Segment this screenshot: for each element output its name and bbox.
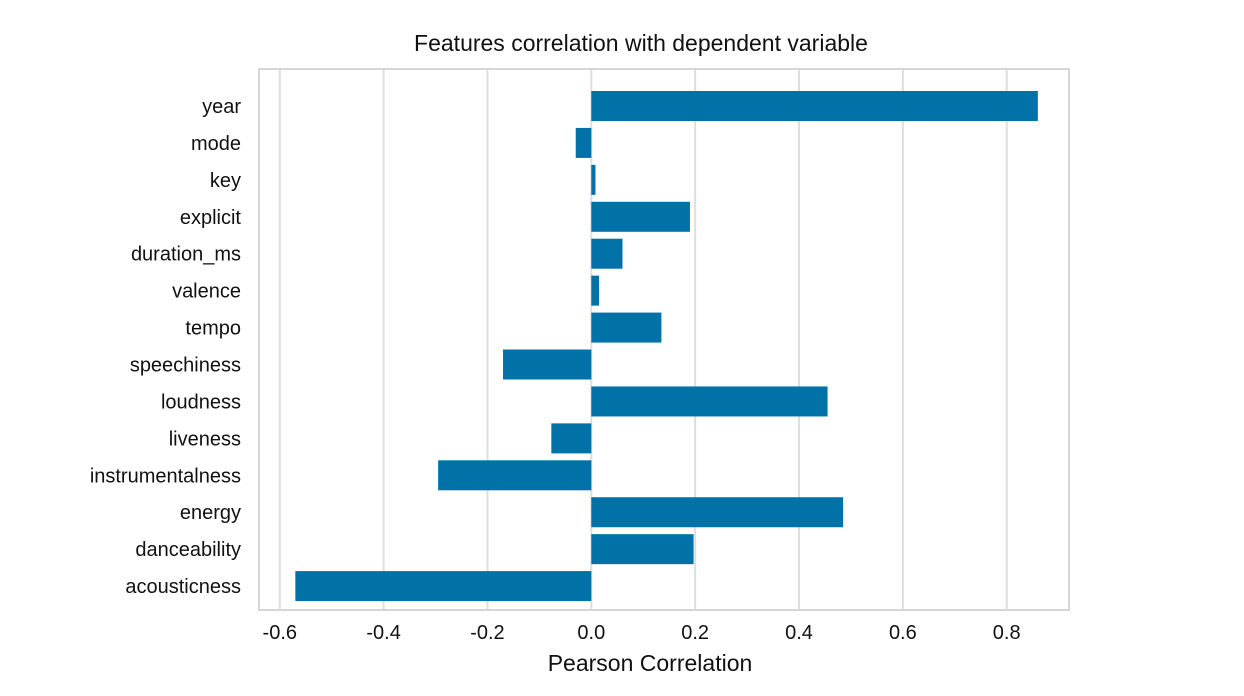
bar-year bbox=[591, 91, 1038, 121]
category-label: tempo bbox=[185, 318, 241, 340]
x-tick-label: -0.4 bbox=[366, 622, 400, 644]
category-label: explicit bbox=[180, 207, 242, 229]
bar-acousticness bbox=[295, 571, 592, 602]
bar-danceability bbox=[591, 534, 694, 565]
x-axis-label: Pearson Correlation bbox=[548, 650, 753, 676]
bar-duration_ms bbox=[591, 238, 623, 269]
category-label: loudness bbox=[161, 391, 241, 413]
category-label: mode bbox=[191, 133, 241, 155]
bar-instrumentalness bbox=[438, 460, 592, 491]
x-tick-label: 0.2 bbox=[681, 622, 709, 644]
category-label: instrumentalness bbox=[90, 465, 241, 487]
category-label: year bbox=[202, 96, 241, 118]
category-label: danceability bbox=[135, 539, 241, 561]
x-tick-labels: -0.6 -0.4 -0.2 0.0 0.2 0.4 0.6 0.8 bbox=[263, 622, 1021, 644]
bar-liveness bbox=[551, 423, 592, 454]
bars-layer bbox=[295, 91, 1038, 602]
bar-valence bbox=[591, 275, 600, 306]
x-tick-label: 0.8 bbox=[993, 622, 1021, 644]
category-label: duration_ms bbox=[131, 244, 241, 266]
category-label: valence bbox=[172, 281, 241, 303]
chart-title: Features correlation with dependent vari… bbox=[414, 30, 868, 56]
x-tick-label: -0.2 bbox=[470, 622, 504, 644]
plot-frame bbox=[258, 68, 1070, 611]
category-label: energy bbox=[180, 502, 241, 524]
grid-layer bbox=[278, 69, 1008, 610]
bar-speechiness bbox=[503, 349, 592, 380]
category-label: speechiness bbox=[130, 355, 241, 377]
bar-mode bbox=[575, 127, 592, 158]
bar-tempo bbox=[591, 312, 662, 343]
bar-loudness bbox=[591, 386, 828, 417]
x-tick-label: -0.6 bbox=[263, 622, 297, 644]
bar-key bbox=[591, 164, 596, 195]
bar-explicit bbox=[591, 201, 690, 232]
x-tick-label: 0.4 bbox=[785, 622, 813, 644]
category-label: liveness bbox=[169, 428, 241, 450]
bar-energy bbox=[591, 497, 844, 528]
x-tick-label: 0.0 bbox=[577, 622, 605, 644]
category-label: key bbox=[210, 170, 241, 192]
x-tick-label: 0.6 bbox=[889, 622, 917, 644]
category-label: acousticness bbox=[125, 576, 241, 598]
